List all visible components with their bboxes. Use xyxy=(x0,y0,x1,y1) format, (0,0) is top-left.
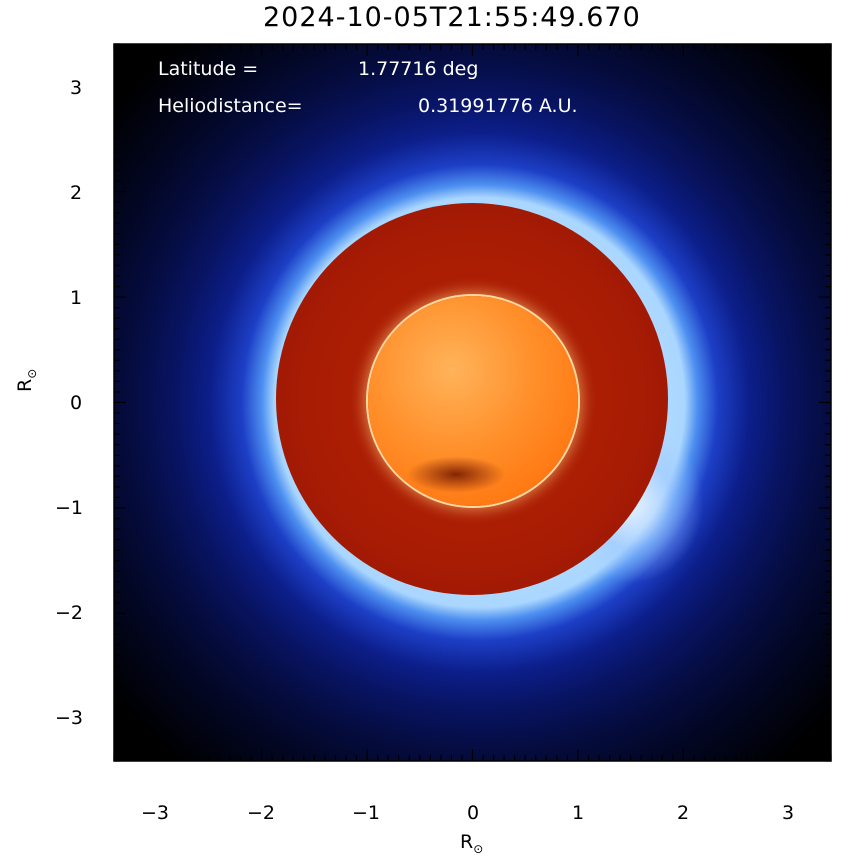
coronagraph-image: Latitude = 1.77716 deg Heliodistance= 0.… xyxy=(114,44,831,761)
x-tick-label: 1 xyxy=(572,802,585,824)
plot-border xyxy=(113,43,832,762)
x-tick-label: −2 xyxy=(247,802,276,824)
latitude-value: 1.77716 deg xyxy=(358,58,479,80)
y-axis-label: R⊙ xyxy=(14,368,39,392)
y-tick-label: 3 xyxy=(70,77,83,99)
latitude-label: Latitude = xyxy=(158,58,259,80)
y-tick-label: 0 xyxy=(70,392,83,414)
tick-marks xyxy=(113,43,832,762)
x-tick-label: 3 xyxy=(782,802,795,824)
x-tick-label: 0 xyxy=(467,802,480,824)
x-tick-label: −1 xyxy=(352,802,381,824)
y-tick-label: −1 xyxy=(55,497,84,519)
y-tick-label: 2 xyxy=(70,182,83,204)
heliodistance-value: 0.31991776 A.U. xyxy=(418,95,578,117)
image-title: 2024-10-05T21:55:49.670 xyxy=(263,2,641,33)
solar-disk xyxy=(368,296,578,506)
x-tick-label: 2 xyxy=(677,802,690,824)
heliodistance-label: Heliodistance= xyxy=(158,95,303,117)
y-tick-label: 1 xyxy=(70,287,83,309)
x-tick-label: −3 xyxy=(141,802,170,824)
x-axis-label: R⊙ xyxy=(460,831,484,856)
y-tick-label: −2 xyxy=(55,602,84,624)
y-tick-label: −3 xyxy=(55,707,84,729)
